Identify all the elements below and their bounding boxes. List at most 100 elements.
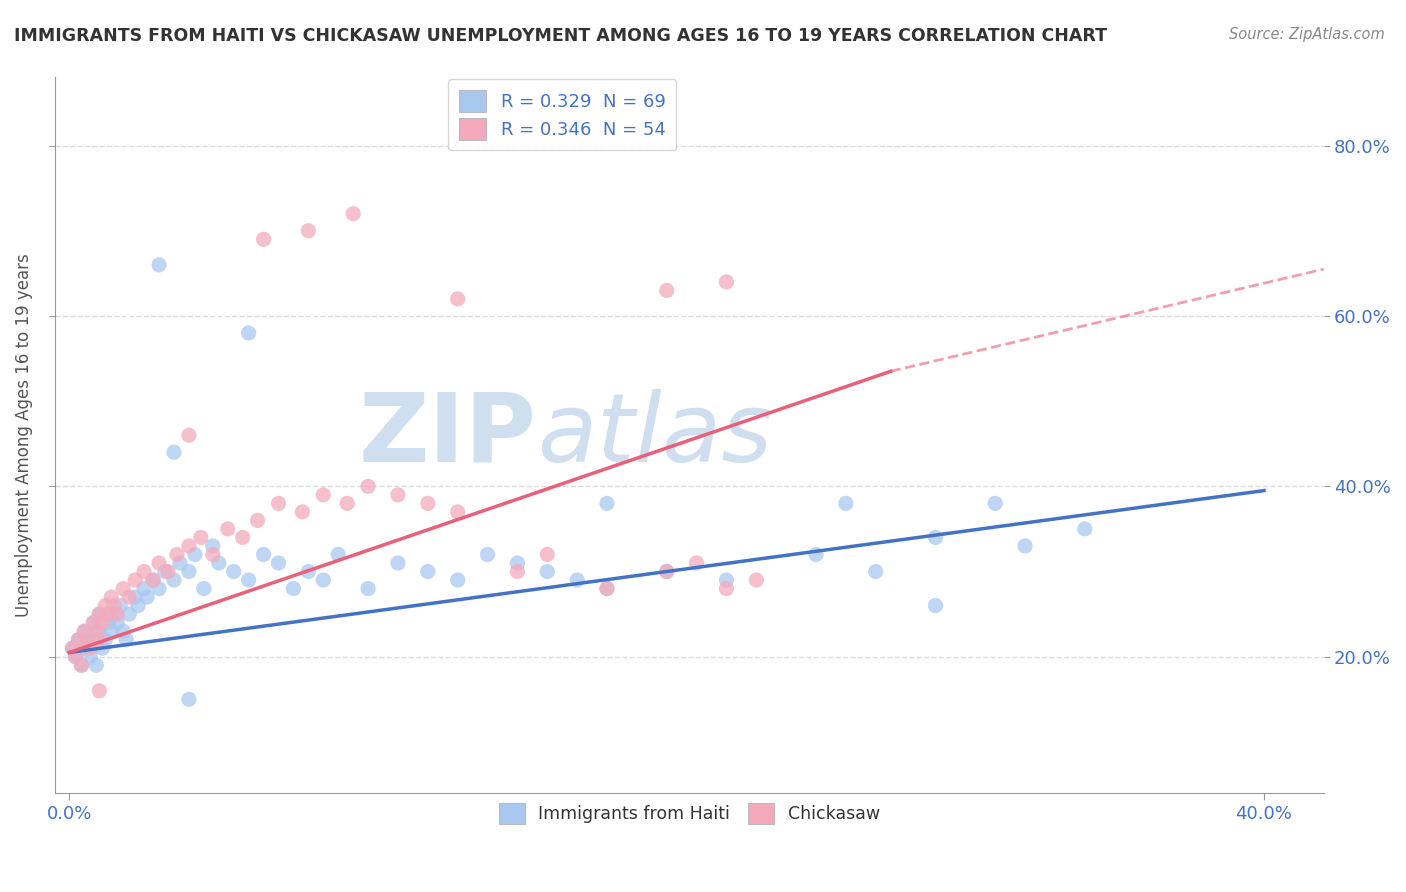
Point xyxy=(267,496,290,510)
Point xyxy=(238,573,260,587)
Point xyxy=(134,565,156,579)
Point xyxy=(148,258,170,272)
Point xyxy=(357,582,380,596)
Point xyxy=(89,624,111,639)
Point xyxy=(65,649,87,664)
Point xyxy=(82,615,104,630)
Text: IMMIGRANTS FROM HAITI VS CHICKASAW UNEMPLOYMENT AMONG AGES 16 TO 19 YEARS CORREL: IMMIGRANTS FROM HAITI VS CHICKASAW UNEMP… xyxy=(14,27,1107,45)
Point xyxy=(169,556,191,570)
Point xyxy=(62,641,84,656)
Point xyxy=(94,632,117,647)
Point xyxy=(924,599,946,613)
Point xyxy=(536,565,558,579)
Point xyxy=(984,496,1007,510)
Point xyxy=(297,224,319,238)
Point xyxy=(477,548,499,562)
Point xyxy=(201,539,224,553)
Point xyxy=(163,445,186,459)
Point xyxy=(716,582,738,596)
Point xyxy=(201,548,224,562)
Point xyxy=(73,624,96,639)
Point xyxy=(156,565,179,579)
Point xyxy=(136,590,159,604)
Point xyxy=(565,573,588,587)
Point xyxy=(177,565,200,579)
Point xyxy=(336,496,359,510)
Point xyxy=(1074,522,1097,536)
Point xyxy=(745,573,768,587)
Point xyxy=(312,488,335,502)
Point xyxy=(67,632,90,647)
Point xyxy=(447,573,470,587)
Point xyxy=(655,565,678,579)
Point xyxy=(416,565,439,579)
Point xyxy=(82,632,104,647)
Point xyxy=(283,582,305,596)
Point xyxy=(134,582,156,596)
Point xyxy=(596,496,619,510)
Point xyxy=(73,641,96,656)
Point xyxy=(177,692,200,706)
Point xyxy=(252,232,274,246)
Point xyxy=(536,548,558,562)
Point xyxy=(76,632,98,647)
Point xyxy=(297,565,319,579)
Point xyxy=(177,428,200,442)
Point xyxy=(86,658,108,673)
Point xyxy=(103,599,125,613)
Point xyxy=(86,624,108,639)
Point xyxy=(447,292,470,306)
Point xyxy=(70,658,93,673)
Point xyxy=(65,649,87,664)
Point xyxy=(103,607,125,621)
Point xyxy=(416,496,439,510)
Point xyxy=(124,573,146,587)
Point xyxy=(252,548,274,562)
Point xyxy=(89,632,111,647)
Point xyxy=(67,632,90,647)
Point xyxy=(190,531,212,545)
Point xyxy=(100,590,122,604)
Point xyxy=(110,599,132,613)
Point xyxy=(127,599,149,613)
Point xyxy=(924,531,946,545)
Point xyxy=(115,632,138,647)
Point xyxy=(91,641,114,656)
Point xyxy=(148,556,170,570)
Point xyxy=(217,522,239,536)
Point xyxy=(312,573,335,587)
Point xyxy=(105,607,128,621)
Point xyxy=(79,641,101,656)
Point xyxy=(447,505,470,519)
Point xyxy=(1014,539,1036,553)
Point xyxy=(89,607,111,621)
Point xyxy=(238,326,260,340)
Point xyxy=(193,582,215,596)
Point xyxy=(222,565,245,579)
Y-axis label: Unemployment Among Ages 16 to 19 years: Unemployment Among Ages 16 to 19 years xyxy=(15,253,32,617)
Point xyxy=(124,590,146,604)
Point xyxy=(655,565,678,579)
Point xyxy=(232,531,254,545)
Point xyxy=(142,573,165,587)
Point xyxy=(357,479,380,493)
Point xyxy=(105,615,128,630)
Point xyxy=(94,599,117,613)
Point xyxy=(97,615,120,630)
Point xyxy=(163,573,186,587)
Point xyxy=(387,488,409,502)
Point xyxy=(342,207,364,221)
Point xyxy=(865,565,887,579)
Point xyxy=(267,556,290,570)
Point xyxy=(177,539,200,553)
Point xyxy=(291,505,314,519)
Point xyxy=(184,548,207,562)
Point xyxy=(142,573,165,587)
Point xyxy=(685,556,707,570)
Point xyxy=(73,624,96,639)
Point xyxy=(62,641,84,656)
Point xyxy=(91,615,114,630)
Point xyxy=(716,573,738,587)
Point xyxy=(89,683,111,698)
Point xyxy=(112,624,135,639)
